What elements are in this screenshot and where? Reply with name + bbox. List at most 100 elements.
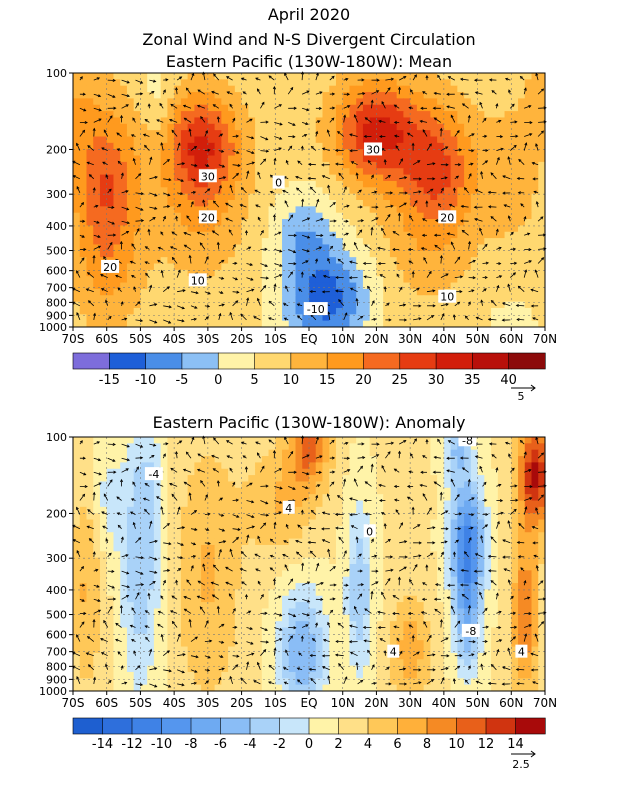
field-cell xyxy=(416,437,425,444)
wind-vector xyxy=(213,104,220,109)
field-cell xyxy=(221,250,229,258)
field-cell xyxy=(497,149,506,157)
field-cell xyxy=(538,301,545,309)
field-cell xyxy=(282,123,290,131)
field-cell xyxy=(295,487,303,495)
field-cell xyxy=(133,269,142,277)
field-cell xyxy=(241,180,249,188)
wind-vector-head xyxy=(236,150,240,154)
wind-vector xyxy=(274,274,282,278)
field-cell xyxy=(335,161,344,169)
field-cell xyxy=(443,225,452,233)
field-cell xyxy=(187,123,195,131)
wind-vector-head xyxy=(487,205,492,209)
field-cell xyxy=(430,168,438,176)
field-cell xyxy=(309,257,317,265)
field-cell xyxy=(221,244,229,252)
field-cell xyxy=(349,130,357,138)
wind-vector-head xyxy=(269,190,273,194)
field-cell xyxy=(389,449,398,457)
field-cell xyxy=(497,494,506,502)
field-cell xyxy=(106,117,115,125)
wind-vector xyxy=(356,298,358,306)
field-cell xyxy=(416,449,425,457)
wind-vector-head xyxy=(358,189,362,193)
field-cell xyxy=(470,149,479,157)
field-cell xyxy=(531,155,539,163)
field-cell xyxy=(234,244,243,252)
field-cell xyxy=(403,314,411,322)
wind-vector-head xyxy=(333,219,337,223)
wind-vector-head xyxy=(257,171,261,175)
colorbar-label: 0 xyxy=(214,373,222,388)
field-cell xyxy=(457,85,465,93)
wind-vector xyxy=(246,289,254,293)
field-cell xyxy=(450,475,458,483)
field-cell xyxy=(86,79,94,87)
field-cell xyxy=(73,200,81,207)
field-cell xyxy=(201,456,209,463)
field-cell xyxy=(349,320,357,327)
field-cell xyxy=(531,263,539,271)
field-cell xyxy=(201,307,209,315)
field-cell xyxy=(126,79,135,87)
field-cell xyxy=(403,193,411,201)
field-cell xyxy=(133,212,142,220)
field-cell xyxy=(518,174,526,182)
field-cell xyxy=(356,98,364,106)
field-cell xyxy=(73,168,81,176)
wind-vector xyxy=(426,143,432,151)
field-cell xyxy=(484,225,492,233)
field-cell xyxy=(126,168,135,176)
wind-vector-head xyxy=(179,192,184,196)
wind-vector xyxy=(163,319,171,324)
field-cell xyxy=(73,250,81,258)
field-cell xyxy=(315,269,324,277)
field-cell xyxy=(342,142,351,150)
field-cell xyxy=(538,443,545,451)
field-cell xyxy=(255,136,263,144)
field-cell xyxy=(524,111,533,119)
field-cell xyxy=(437,307,445,315)
field-cell xyxy=(356,282,364,290)
field-cell xyxy=(275,168,283,176)
field-cell xyxy=(389,475,398,483)
field-cell xyxy=(423,98,431,106)
wind-vector-head xyxy=(237,163,241,167)
field-cell xyxy=(120,155,128,163)
field-cell xyxy=(342,301,351,309)
field-cell xyxy=(126,301,135,309)
field-cell xyxy=(477,85,485,93)
field-cell xyxy=(450,142,458,150)
field-cell xyxy=(518,320,526,327)
field-cell xyxy=(497,257,506,265)
field-cell xyxy=(362,257,371,265)
field-cell xyxy=(477,238,485,246)
field-cell xyxy=(133,301,142,309)
field-cell xyxy=(86,117,94,125)
field-cell xyxy=(356,193,364,201)
wind-vector-head xyxy=(88,174,92,178)
field-cell xyxy=(437,136,445,144)
field-cell xyxy=(430,219,438,226)
wind-vector xyxy=(257,172,261,179)
field-cell xyxy=(174,276,182,284)
field-cell xyxy=(140,487,148,495)
field-cell xyxy=(282,276,290,284)
field-cell xyxy=(450,149,458,157)
field-cell xyxy=(511,79,519,87)
field-cell xyxy=(99,276,108,284)
field-cell xyxy=(93,73,101,80)
wind-vector-head xyxy=(483,288,487,292)
wind-vector xyxy=(163,178,171,181)
wind-vector-head xyxy=(249,263,254,266)
field-cell xyxy=(342,250,351,258)
field-cell xyxy=(106,494,115,502)
wind-vector xyxy=(190,201,194,208)
field-cell xyxy=(524,193,533,201)
field-cell xyxy=(93,320,101,327)
field-cell xyxy=(531,468,539,476)
field-cell xyxy=(140,136,148,144)
field-cell xyxy=(221,168,229,176)
field-cell xyxy=(288,250,297,258)
